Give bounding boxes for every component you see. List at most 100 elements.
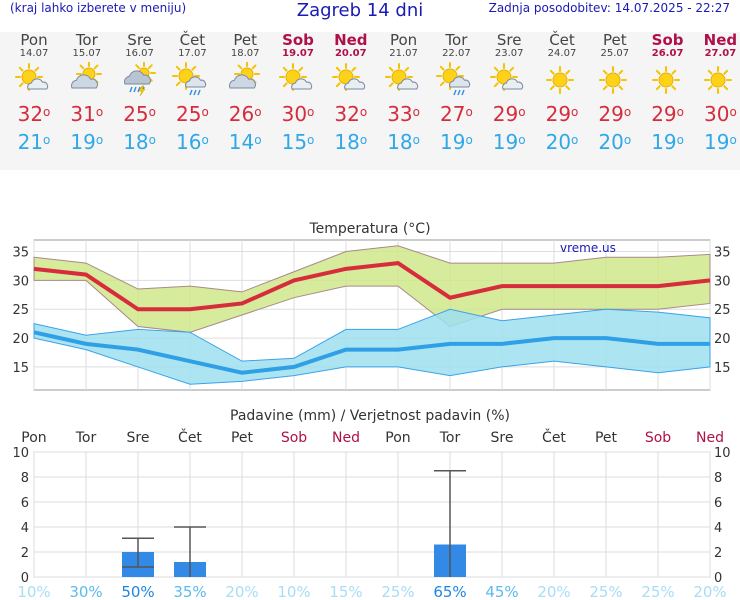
day-column: Pet 25.07 29o 20o: [588, 32, 641, 156]
day-name: Pon: [389, 31, 418, 49]
sun-cloud-icon: [8, 60, 61, 100]
y-tick-label: 4: [21, 521, 29, 536]
precip-probability: 10%: [277, 583, 310, 600]
min-temp-line: [33, 330, 710, 375]
day-name: Tor: [445, 31, 468, 49]
day-name: Pet: [602, 31, 627, 49]
x-tick-label: Čet: [178, 428, 202, 446]
day-name: Čet: [179, 31, 206, 49]
x-tick-label: Pon: [21, 430, 46, 446]
day-date: 26.07: [651, 48, 684, 59]
day-column: Sob 26.07 29o 19o: [641, 32, 694, 156]
sun-icon: [536, 60, 589, 100]
y-tick-label: 35: [12, 246, 29, 261]
day-column: Tor 22.07 27o 19o: [430, 32, 483, 156]
day-date: 16.07: [125, 48, 154, 59]
daily-forecast-strip: Pon 14.07 32o 21o Tor 15.07 31o 19o Sre 16…: [0, 32, 740, 170]
day-name: Tor: [75, 31, 98, 49]
sun-cloud-rain-icon: [166, 60, 219, 100]
x-tick-label: Pet: [231, 430, 254, 446]
min-temp: 19o: [651, 130, 684, 154]
day-date: 17.07: [178, 48, 207, 59]
day-date: 27.07: [704, 48, 737, 59]
day-date: 15.07: [72, 48, 102, 59]
watermark: vreme.us: [560, 241, 616, 255]
precip-probability: 10%: [17, 583, 50, 600]
y-tick-label: 15: [714, 361, 731, 376]
precip-probability: 30%: [69, 583, 102, 600]
day-column: Tor 15.07 31o 19o: [60, 32, 113, 156]
cloudy-sun-icon: [60, 60, 113, 100]
day-name: Pet: [233, 31, 257, 49]
x-tick-label: Ned: [332, 430, 360, 446]
x-tick-label: Sob: [645, 430, 671, 446]
max-temp-line: [33, 261, 711, 312]
day-date: 14.07: [19, 48, 49, 59]
min-temp: 18o: [123, 130, 156, 154]
x-tick-label: Čet: [542, 428, 566, 446]
max-temp: 30o: [703, 102, 737, 126]
day-column: Čet 24.07 29o 20o: [536, 32, 589, 156]
precip-probability: 25%: [381, 583, 414, 600]
precip-probability: 50%: [121, 583, 154, 600]
max-temp: 26o: [228, 102, 262, 126]
day-name: Sre: [127, 31, 152, 49]
max-temp: 25o: [175, 102, 209, 126]
day-name: Pon: [20, 31, 48, 49]
y-tick-label: 30: [714, 274, 731, 289]
y-tick-label: 25: [714, 303, 731, 318]
sun-icon: [588, 60, 641, 100]
day-date: 19.07: [282, 48, 314, 59]
x-tick-label: Tor: [75, 430, 97, 446]
sun-icon: [694, 60, 740, 100]
day-date: 23.07: [494, 48, 524, 59]
min-temp: 18o: [334, 130, 368, 154]
day-name: Ned: [334, 31, 368, 49]
precip-probability: 20%: [693, 583, 726, 600]
min-temp: 15o: [281, 130, 315, 154]
sun-cloud-icon: [377, 60, 430, 100]
day-name: Sre: [496, 31, 522, 49]
min-temp: 18o: [387, 130, 420, 154]
day-column: Čet 17.07 25o 16o: [166, 32, 219, 156]
day-date: 25.07: [600, 48, 630, 59]
min-temp: 20o: [598, 130, 632, 154]
temperature-chart: Temperatura (°C) 15 15 20 20 25 25 30 30 35 35 vrem…: [12, 221, 731, 391]
day-column: Sre 16.07 25o 18o: [113, 32, 166, 156]
y-tick-label: 8: [21, 471, 29, 486]
y-tick-label: 0: [714, 571, 722, 586]
max-temp: 32o: [17, 102, 51, 126]
menu-hint: (kraj lahko izberete v meniju): [10, 1, 187, 15]
precip-probability: 25%: [641, 583, 674, 600]
y-tick-label: 4: [714, 521, 722, 536]
sun-cloud-icon: [272, 60, 325, 100]
min-temp: 19o: [703, 130, 737, 154]
max-temp: 25o: [123, 102, 156, 126]
y-tick-label: 20: [714, 332, 731, 347]
day-date: 18.07: [230, 48, 260, 59]
precip-probability: 65%: [433, 583, 466, 600]
y-tick-label: 10: [12, 446, 29, 461]
x-tick-label: Pon: [385, 430, 410, 446]
last-updated: Zadnja posodobitev: 14.07.2025 - 22:27: [488, 1, 730, 15]
day-column: Pet 18.07 26o 14o: [219, 32, 272, 156]
x-tick-label: Pet: [595, 430, 618, 446]
sun-cloud-rain-icon: [430, 60, 483, 100]
min-temp: 21o: [17, 130, 51, 154]
min-temp: 14o: [228, 130, 262, 154]
max-temp: 29o: [545, 102, 579, 126]
day-column: Sre 23.07 29o 19o: [483, 32, 536, 156]
y-tick-label: 30: [12, 274, 29, 289]
max-temp: 33o: [387, 102, 420, 126]
precip-probability: 20%: [225, 583, 258, 600]
y-tick-label: 15: [12, 361, 29, 376]
day-column: Pon 14.07 32o 21o: [8, 32, 61, 156]
x-tick-label: Tor: [439, 430, 461, 446]
day-column: Ned 27.07 30o 19o: [694, 32, 740, 156]
min-temp: 16o: [175, 130, 209, 154]
day-column: Pon 21.07 33o 18o: [377, 32, 430, 156]
precip-probability: 45%: [485, 583, 518, 600]
y-tick-label: 2: [21, 546, 29, 561]
page-title: Zagreb 14 dni: [296, 0, 424, 21]
day-date: 21.07: [389, 48, 418, 59]
